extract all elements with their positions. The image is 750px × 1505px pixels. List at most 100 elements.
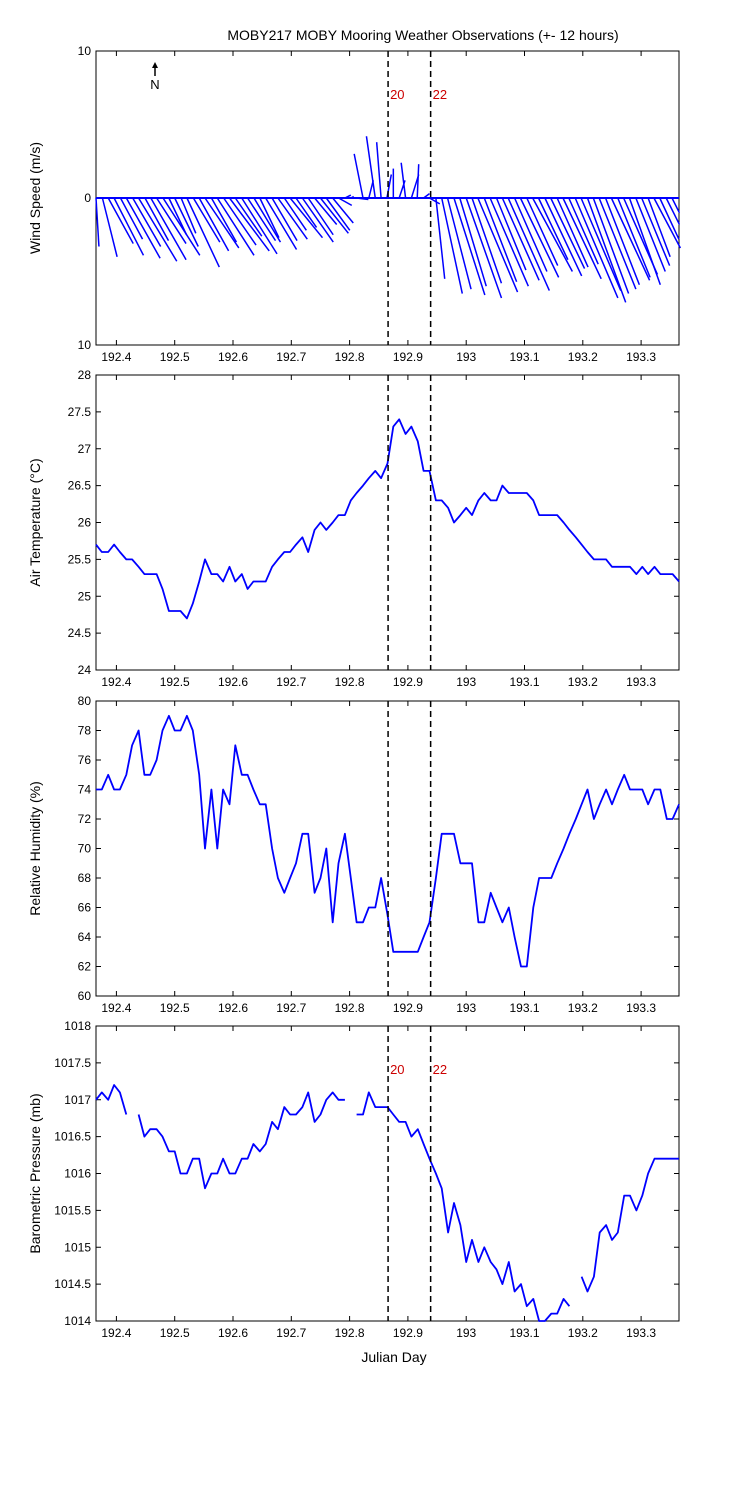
wind-vector <box>556 197 589 268</box>
x-tick-label: 192.7 <box>276 1326 306 1340</box>
y-tick-label: 80 <box>78 694 92 708</box>
series-line <box>95 1084 679 1322</box>
x-tick-label: 192.8 <box>335 1001 365 1015</box>
north-arrowhead-icon <box>152 62 158 68</box>
x-tick-label: 192.5 <box>160 1001 190 1015</box>
y-tick-label: 28 <box>78 368 92 382</box>
x-tick-label: 193.1 <box>509 1001 539 1015</box>
y-tick-label: 1017 <box>64 1093 91 1107</box>
wind-vector <box>580 197 622 291</box>
y-tick-label: 27 <box>78 442 92 456</box>
wind-vector <box>168 197 188 236</box>
wind-vector <box>307 197 334 236</box>
x-tick-label: 192.8 <box>335 675 365 689</box>
wind-vector <box>241 197 278 255</box>
y-tick-label: 78 <box>78 724 92 738</box>
x-tick-label: 192.6 <box>218 350 248 364</box>
wind-vector <box>586 197 627 303</box>
wind-vector <box>659 197 680 240</box>
y-tick-label: 26.5 <box>68 479 92 493</box>
wind-vector <box>350 195 355 199</box>
event-marker-label: 22 <box>433 1062 447 1077</box>
y-tick-label: 24.5 <box>68 626 92 640</box>
y-axis-label: Air Temperature (°C) <box>27 458 43 586</box>
y-axis-label: Relative Humidity (%) <box>27 781 43 916</box>
y-tick-label: 66 <box>78 901 92 915</box>
x-tick-label: 193.2 <box>568 350 598 364</box>
x-tick-label: 192.6 <box>218 1001 248 1015</box>
y-axis-label: Wind Speed (m/s) <box>27 142 43 254</box>
wind-vector <box>440 197 464 294</box>
wind-vector <box>192 197 221 243</box>
wind-vector <box>283 197 307 231</box>
y-tick-label: 10 <box>78 44 92 58</box>
x-tick-label: 193.3 <box>626 350 656 364</box>
event-marker-label: 20 <box>390 87 404 102</box>
x-tick-label: 192.7 <box>276 1001 306 1015</box>
y-tick-label: 1015.5 <box>54 1203 91 1217</box>
wind-vector <box>598 197 637 290</box>
x-tick-label: 192.8 <box>335 350 365 364</box>
wind-vector <box>125 197 161 259</box>
wind-vector <box>119 197 144 240</box>
x-tick-label: 193.1 <box>509 350 539 364</box>
x-tick-label: 192.5 <box>160 350 190 364</box>
y-tick-label: 70 <box>78 842 92 856</box>
x-tick-label: 193 <box>456 350 476 364</box>
wind-vector <box>289 197 324 239</box>
wind-vector <box>653 197 682 249</box>
wind-vector <box>150 197 187 261</box>
wind-vector <box>647 197 671 258</box>
wind-vector <box>319 197 349 234</box>
wind-vector <box>507 197 551 291</box>
wind-vector <box>465 197 503 299</box>
x-tick-label: 192.8 <box>335 1326 365 1340</box>
wind-vector <box>489 197 530 287</box>
wind-vector <box>344 194 352 199</box>
panel-1: 192.4 192.5 192.6 192.7 192.8 192.9 193 193.1 19… <box>27 44 682 364</box>
y-tick-label: 1015 <box>64 1240 91 1254</box>
y-tick-label: 27.5 <box>68 405 92 419</box>
y-tick-label: 68 <box>78 871 92 885</box>
wind-vector <box>513 197 548 272</box>
wind-vector <box>400 162 407 199</box>
wind-vector <box>365 136 376 199</box>
y-tick-label: 0 <box>84 191 91 205</box>
x-tick-label: 192.7 <box>276 350 306 364</box>
wind-vector <box>277 197 308 240</box>
wind-vector <box>137 197 178 262</box>
y-tick-label: 1016 <box>64 1167 91 1181</box>
y-tick-label: 24 <box>78 663 92 677</box>
y-tick-label: 60 <box>78 989 92 1003</box>
x-tick-label: 193.2 <box>568 675 598 689</box>
wind-vector <box>156 197 187 244</box>
wind-vector <box>162 197 201 256</box>
wind-vector <box>471 197 503 284</box>
wind-vector <box>665 197 681 225</box>
wind-vector <box>259 197 280 239</box>
x-tick-label: 192.4 <box>101 350 131 364</box>
x-tick-label: 192.5 <box>160 675 190 689</box>
wind-vector <box>253 197 282 243</box>
x-tick-label: 193.3 <box>626 1001 656 1015</box>
wind-vector <box>301 197 334 243</box>
wind-vector <box>353 153 364 199</box>
wind-vector <box>101 197 118 257</box>
x-tick-label: 193 <box>456 675 476 689</box>
y-tick-label: 1016.5 <box>54 1130 91 1144</box>
y-tick-label: 1017.5 <box>54 1056 91 1070</box>
event-marker-label: 20 <box>390 1062 404 1077</box>
x-tick-label: 192.5 <box>160 1326 190 1340</box>
wind-vector <box>429 197 441 205</box>
x-tick-label: 192.4 <box>101 675 131 689</box>
y-tick-label: 10 <box>78 338 92 352</box>
wind-vector <box>477 197 519 293</box>
panel-2: 192.4 192.5 192.6 192.7 192.8 192.9 193 193.1 19… <box>27 368 680 689</box>
wind-vector <box>532 197 574 272</box>
wind-vector <box>295 197 318 228</box>
wind-vector <box>640 197 671 266</box>
y-tick-label: 76 <box>78 753 92 767</box>
wind-vector <box>246 197 277 242</box>
x-tick-label: 192.6 <box>218 1326 248 1340</box>
